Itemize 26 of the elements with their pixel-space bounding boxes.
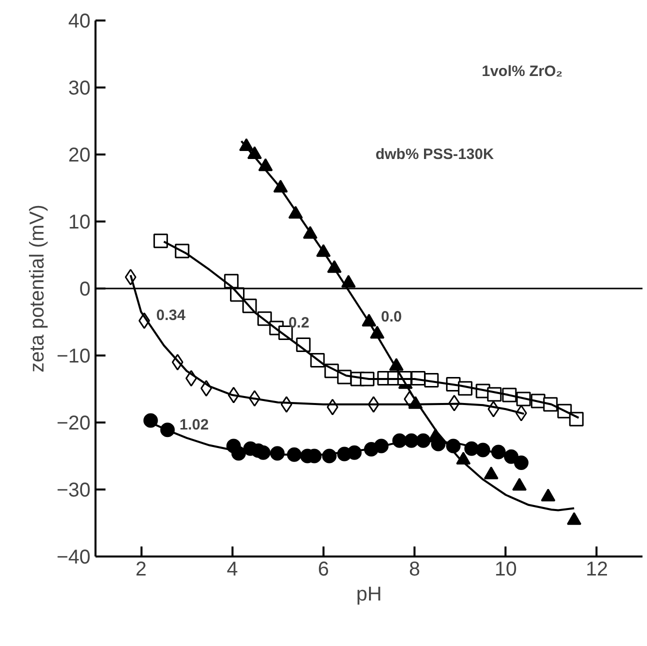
x-tick-label: 10 bbox=[494, 558, 517, 580]
y-tick-label: 40 bbox=[68, 10, 91, 32]
y-tick-label: −20 bbox=[56, 412, 91, 434]
x-tick-label: 12 bbox=[586, 558, 608, 580]
y-tick-label: 30 bbox=[68, 78, 91, 100]
annotation: 1vol% ZrO₂ bbox=[482, 62, 563, 80]
annotation: 0.2 bbox=[288, 314, 310, 332]
annotation: 0.34 bbox=[156, 307, 186, 324]
y-tick-label: −30 bbox=[56, 480, 91, 502]
x-axis-title: pH bbox=[356, 584, 382, 606]
x-tick-label: 4 bbox=[226, 558, 238, 580]
y-axis-title: zeta potential (mV) bbox=[26, 204, 49, 372]
y-tick-label: −10 bbox=[56, 346, 91, 368]
y-tick-label: 10 bbox=[68, 212, 91, 234]
y-tick-label: 0 bbox=[79, 278, 90, 300]
annotation: 1.02 bbox=[180, 416, 209, 434]
point bbox=[153, 234, 168, 248]
x-tick-label: 8 bbox=[409, 558, 420, 580]
point bbox=[514, 455, 528, 470]
y-tick-label: −40 bbox=[56, 546, 91, 568]
point bbox=[143, 413, 158, 428]
annotation: 0.0 bbox=[381, 308, 402, 326]
annotation: dwb% PSS-130K bbox=[375, 146, 494, 163]
x-tick-label: 6 bbox=[318, 558, 329, 580]
y-tick-label: 20 bbox=[68, 144, 91, 166]
x-tick-label: 2 bbox=[136, 558, 147, 580]
